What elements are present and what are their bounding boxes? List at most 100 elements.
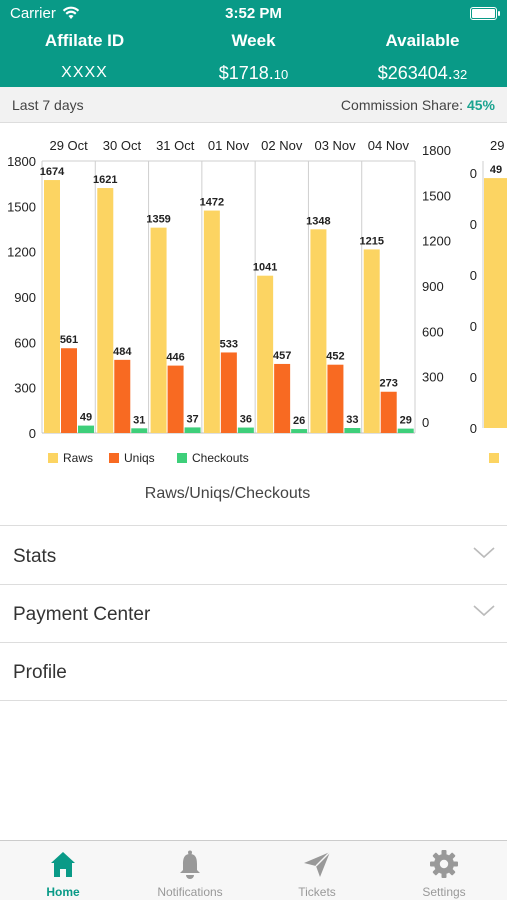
bar-raws	[97, 188, 114, 433]
data-label: 273	[380, 378, 398, 390]
header: Carrier 3:52 PM Affilate ID XXXX Week $1…	[0, 0, 507, 87]
tab-tickets-label: Tickets	[298, 885, 336, 899]
peek-y-tick-label: 30	[470, 268, 477, 283]
data-label: 1215	[359, 235, 383, 247]
data-label: 37	[186, 413, 198, 425]
peek-data-label: 49	[490, 164, 502, 176]
commission-share: Commission Share: 45%	[341, 97, 495, 113]
bar-raws	[310, 229, 327, 433]
bar-uniqs	[274, 363, 291, 433]
x-tick-label: 03 Nov	[314, 138, 356, 153]
period-range: Last 7 days	[12, 97, 84, 113]
week-value-decimals: 10	[273, 67, 289, 82]
bell-icon	[180, 850, 200, 879]
tab-home[interactable]: Home	[0, 841, 126, 900]
data-label: 457	[273, 350, 291, 362]
data-label: 1674	[40, 166, 65, 178]
raws-uniqs-checkouts-chart: 29 Oct 30 Oct 31 Oct 01 Nov 02 Nov 03 Nov 04 N…	[7, 138, 451, 465]
commission-label: Commission Share:	[340, 97, 464, 113]
bar-checkouts	[344, 428, 361, 433]
y-tick-label-left: 1500	[7, 199, 36, 214]
available-value: $263404.32	[338, 58, 507, 88]
available-value-main: $263404.	[377, 63, 453, 83]
affiliate-id-column: Affilate ID XXXX	[0, 30, 169, 88]
next-chart: 0 10 20 30 40 50 29 49	[470, 138, 507, 463]
data-label: 452	[326, 351, 344, 363]
data-label: 49	[80, 412, 92, 424]
tab-tickets[interactable]: Tickets	[254, 841, 380, 900]
chart-carousel[interactable]: 29 Oct 30 Oct 31 Oct 01 Nov 02 Nov 03 Nov 04 N…	[0, 123, 507, 526]
data-label: 1041	[253, 262, 277, 274]
commission-value: 45%	[466, 97, 495, 113]
data-label: 561	[60, 334, 78, 346]
data-label: 26	[293, 415, 305, 427]
payment-center-section[interactable]: Payment Center	[0, 585, 507, 643]
bar-raws	[150, 227, 167, 433]
data-label: 33	[346, 414, 358, 426]
bar-uniqs	[380, 391, 397, 433]
tab-settings[interactable]: Settings	[381, 841, 507, 900]
y-tick-label-left: 300	[14, 381, 36, 396]
bar-uniqs	[327, 364, 344, 433]
legend-label: Checkouts	[192, 451, 249, 465]
carrier-label: Carrier	[10, 5, 56, 22]
tab-notifications[interactable]: Notifications	[127, 841, 253, 900]
tab-notifications-label: Notifications	[157, 885, 223, 899]
bar-checkouts	[131, 428, 148, 433]
stats-section[interactable]: Stats	[0, 527, 507, 585]
legend-swatch	[109, 453, 119, 463]
bar-checkouts	[237, 427, 254, 433]
legend-label: Uniqs	[124, 451, 155, 465]
data-label: 533	[220, 338, 238, 350]
affiliate-id-value: XXXX	[61, 64, 108, 81]
peek-y-tick-label: 10	[470, 370, 477, 385]
period-bar: Last 7 days Commission Share: 45%	[0, 87, 507, 123]
data-label: 1621	[93, 174, 117, 186]
peek-y-tick-label: 50	[470, 166, 477, 181]
profile-label: Profile	[13, 662, 67, 683]
legend-swatch	[177, 453, 187, 463]
x-tick-label: 31 Oct	[156, 138, 195, 153]
week-value-main: $1718.	[218, 63, 274, 83]
y-tick-label-left: 0	[29, 426, 36, 441]
data-label: 1359	[146, 214, 170, 226]
battery-icon	[470, 7, 500, 20]
affiliate-id-label: Affilate ID	[44, 31, 125, 50]
available-label: Available	[385, 31, 460, 50]
chevron-down-icon	[473, 605, 495, 617]
legend-swatch	[48, 453, 58, 463]
y-tick-label-left: 1800	[7, 154, 36, 169]
x-tick-label: 01 Nov	[208, 138, 250, 153]
bar-uniqs	[61, 348, 77, 433]
week-column: Week $1718.10	[169, 30, 338, 88]
tab-bar: Home Notifications Tickets Settings	[0, 840, 507, 900]
y-tick-label-left: 1200	[7, 245, 36, 260]
peek-y-tick-label: 20	[470, 319, 477, 334]
bar-uniqs	[167, 365, 184, 433]
chart-title: Raws/Uniqs/Checkouts	[144, 485, 311, 502]
y-tick-label-right: 1500	[422, 188, 451, 203]
tab-settings-label: Settings	[422, 885, 466, 899]
x-tick-label: 04 Nov	[368, 138, 410, 153]
profile-section[interactable]: Profile	[0, 643, 507, 701]
peek-x-tick-label: 29	[490, 138, 504, 153]
payment-center-label: Payment Center	[13, 604, 151, 625]
y-tick-label-right: 900	[422, 279, 444, 294]
bar-uniqs	[220, 352, 237, 433]
bar-raws	[44, 180, 60, 433]
next-chart-peek[interactable]: 0 10 20 30 40 50 29 49	[470, 123, 507, 526]
data-label: 446	[166, 352, 184, 364]
y-tick-label-right: 0	[422, 415, 429, 430]
y-tick-label-left: 600	[14, 335, 36, 350]
data-label: 31	[133, 414, 145, 426]
data-label: 1348	[306, 215, 330, 227]
peek-y-tick-label: 40	[470, 217, 477, 232]
paper-plane-icon	[304, 851, 331, 877]
y-tick-label-left: 900	[14, 290, 36, 305]
week-value: $1718.10	[169, 58, 338, 88]
y-tick-label-right: 1200	[422, 234, 451, 249]
x-tick-label: 02 Nov	[261, 138, 303, 153]
gear-icon	[430, 850, 458, 878]
y-tick-label-right: 1800	[422, 143, 451, 158]
bar-raws	[363, 249, 380, 433]
